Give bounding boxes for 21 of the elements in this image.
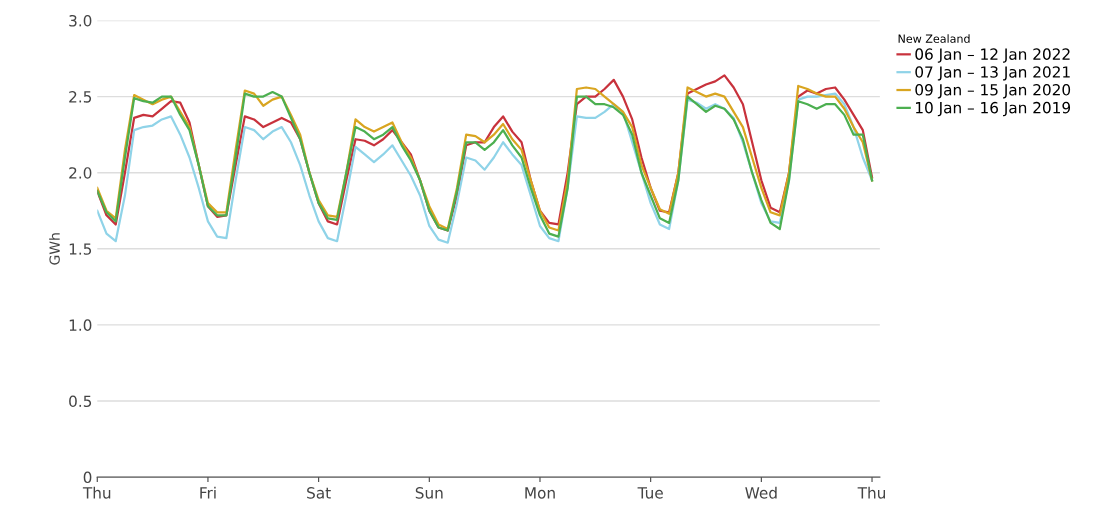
legend-title: New Zealand xyxy=(898,34,970,43)
x-tick-label: Fri xyxy=(200,486,216,499)
x-tick-label: Wed xyxy=(745,486,777,499)
y-tick-label: 0 xyxy=(83,471,92,484)
x-tick-label: Mon xyxy=(525,487,555,499)
y-tick-label: 0.5 xyxy=(69,395,92,408)
legend-label: 10 Jan – 16 Jan 2019 xyxy=(916,101,1071,117)
y-tick-label: 1.0 xyxy=(69,319,92,331)
x-tick-label: Thu xyxy=(857,486,885,499)
x-tick-label: Sun xyxy=(415,487,443,499)
y-axis-title: GWh xyxy=(49,233,60,265)
x-tick-label: Sat xyxy=(307,487,331,499)
legend-label: 09 Jan – 15 Jan 2020 xyxy=(915,84,1071,99)
legend-label: 07 Jan – 13 Jan 2021 xyxy=(915,66,1070,81)
y-tick-label: 2.5 xyxy=(69,91,92,103)
legend-label: 06 Jan – 12 Jan 2022 xyxy=(915,48,1070,63)
x-tick-label: Thu xyxy=(82,486,111,499)
x-tick-label: Tue xyxy=(637,487,663,499)
y-tick-label: 1.5 xyxy=(69,243,92,255)
y-tick-label: 2.0 xyxy=(69,167,92,179)
y-tick-label: 3.0 xyxy=(69,14,92,27)
